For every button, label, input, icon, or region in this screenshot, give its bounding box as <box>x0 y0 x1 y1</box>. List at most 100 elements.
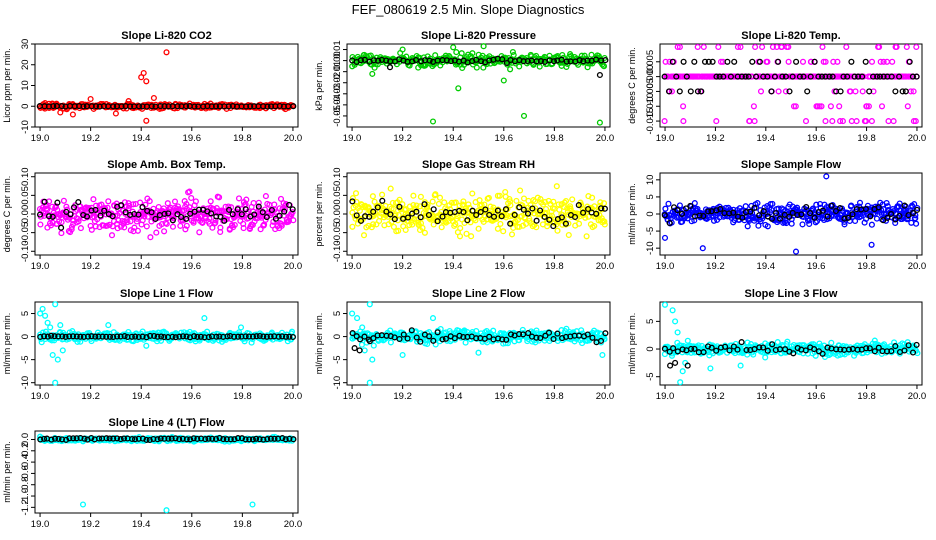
x-tick-label: 19.2 <box>81 519 100 530</box>
data-point <box>722 343 729 350</box>
data-point <box>509 48 516 56</box>
data-point <box>676 88 683 95</box>
data-point <box>429 315 437 322</box>
data-point <box>52 379 59 386</box>
data-point <box>121 224 128 231</box>
y-axis-label: Licor ppm per min. <box>2 48 12 123</box>
data-point <box>370 208 377 215</box>
y-tick-label: -5 <box>645 227 656 235</box>
data-point <box>580 209 587 216</box>
data-point <box>677 379 684 386</box>
data-point <box>863 103 870 110</box>
data-point <box>520 206 527 213</box>
data-point <box>545 329 553 336</box>
data-point <box>183 103 190 110</box>
data-point <box>727 73 734 80</box>
data-point <box>404 214 412 221</box>
data-point <box>140 69 147 77</box>
y-tick-label: 0.01 <box>332 40 343 59</box>
data-point <box>694 43 701 51</box>
data-point <box>473 335 480 342</box>
data-point <box>105 322 112 329</box>
data-point <box>255 199 262 206</box>
data-point <box>106 333 114 340</box>
data-point <box>353 212 360 219</box>
data-point <box>118 103 125 110</box>
x-tick-label: 19.0 <box>31 261 50 272</box>
points-amb <box>36 188 297 241</box>
data-point <box>760 208 767 215</box>
data-point <box>782 73 789 80</box>
data-point <box>665 200 672 207</box>
data-point <box>455 85 462 92</box>
data-point <box>204 328 211 335</box>
data-point <box>713 118 720 125</box>
data-point <box>602 57 609 64</box>
data-point <box>95 333 102 340</box>
y-tick-label: 5 <box>20 311 31 316</box>
data-point <box>426 57 433 64</box>
y-tick-label: 5 <box>645 194 656 199</box>
data-point <box>225 203 232 210</box>
y-tick-label: 0.00 <box>20 205 31 224</box>
data-point <box>379 197 386 204</box>
data-point <box>756 344 763 351</box>
data-point <box>370 335 377 342</box>
data-point <box>700 43 707 51</box>
data-point <box>131 224 138 231</box>
data-point <box>146 198 153 205</box>
data-point <box>66 435 73 442</box>
points-sample <box>661 173 921 255</box>
data-point <box>550 198 557 205</box>
data-point <box>151 332 158 340</box>
data-point <box>58 219 65 226</box>
data-point <box>662 58 669 65</box>
data-point <box>542 205 550 213</box>
data-point <box>904 103 911 110</box>
data-point <box>868 241 875 248</box>
data-point <box>837 346 844 353</box>
data-point <box>54 356 61 363</box>
x-tick-label: 19.6 <box>495 391 514 402</box>
data-point <box>152 215 159 222</box>
data-point <box>165 210 172 217</box>
data-point <box>137 199 144 206</box>
data-point <box>352 190 360 197</box>
data-point <box>88 434 95 442</box>
data-point <box>161 435 168 442</box>
data-point <box>120 435 128 442</box>
data-point <box>66 333 73 340</box>
data-point <box>190 435 197 442</box>
data-point <box>764 347 771 354</box>
data-point <box>161 103 168 110</box>
data-point <box>135 211 142 218</box>
x-tick-label: 19.6 <box>807 133 826 144</box>
data-point <box>688 218 695 225</box>
data-point <box>899 88 906 95</box>
data-point <box>691 217 698 224</box>
data-point <box>533 327 540 334</box>
data-point <box>139 333 146 340</box>
data-point <box>157 435 164 442</box>
data-point <box>802 347 809 354</box>
data-point <box>813 201 820 208</box>
data-point <box>839 118 846 125</box>
data-point <box>688 345 695 352</box>
data-point <box>139 435 146 442</box>
data-point <box>683 73 690 80</box>
x-tick-label: 19.6 <box>183 133 202 144</box>
y-tick-label: 0.10 <box>20 167 31 186</box>
data-point <box>743 346 750 354</box>
data-point <box>844 73 851 80</box>
data-point <box>197 333 204 340</box>
data-point <box>103 435 110 442</box>
data-point <box>541 199 549 206</box>
y-tick-label: 30 <box>20 39 31 50</box>
data-point <box>905 342 912 349</box>
data-point <box>661 345 668 352</box>
data-point <box>383 332 390 339</box>
data-point <box>125 98 132 105</box>
data-point <box>282 333 290 340</box>
data-point <box>276 102 283 110</box>
